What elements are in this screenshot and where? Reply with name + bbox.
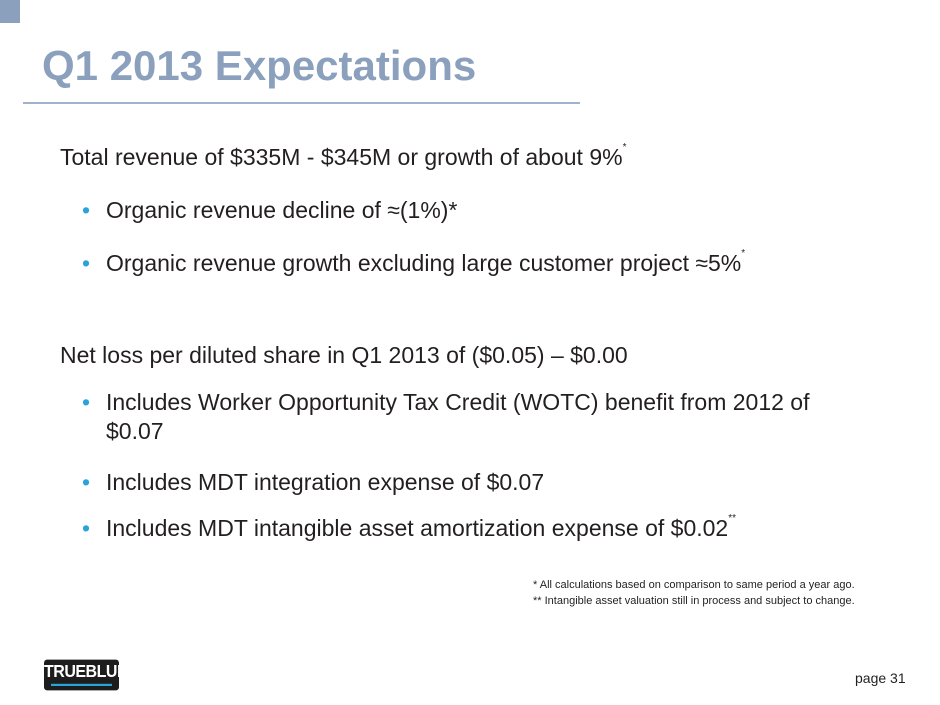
bullet: • (82, 250, 91, 276)
footnote-1: * All calculations based on comparison t… (533, 579, 855, 591)
heading-revenue: Total revenue of $335M - $345M or growth… (60, 142, 627, 171)
page-number: page 31 (855, 670, 906, 686)
bullet-organic-decline: Organic revenue decline of ≈(1%)* (106, 197, 458, 223)
bullet-mdt-integration: Includes MDT integration expense of $0.0… (106, 469, 545, 495)
bullet-wotc-cont: $0.07 (106, 418, 164, 444)
bullet: • (82, 197, 91, 223)
slide-title: Q1 2013 Expectations (42, 42, 477, 89)
bullet-organic-growth: Organic revenue growth excluding large c… (106, 248, 746, 277)
bullet: • (82, 389, 91, 415)
text: Total revenue of $335M - $345M or growth… (60, 144, 623, 170)
bullet-mdt-amortization: Includes MDT intangible asset amortizati… (106, 513, 737, 542)
corner-accent (0, 0, 20, 23)
text: Includes MDT intangible asset amortizati… (106, 515, 729, 541)
heading-net-loss: Net loss per diluted share in Q1 2013 of… (60, 342, 628, 368)
title-divider (23, 102, 580, 104)
bullet: • (82, 515, 91, 541)
text: Organic revenue growth excluding large c… (106, 250, 742, 276)
footnote-2: ** Intangible asset valuation still in p… (533, 595, 855, 607)
bullet: • (82, 469, 91, 495)
footnote-mark: * (741, 248, 746, 259)
footnote-mark: * (622, 142, 627, 153)
trueblue-logo: TRUEBLUE (44, 659, 128, 691)
bullet-wotc: Includes Worker Opportunity Tax Credit (… (106, 389, 810, 415)
footnote-mark: ** (728, 513, 737, 524)
